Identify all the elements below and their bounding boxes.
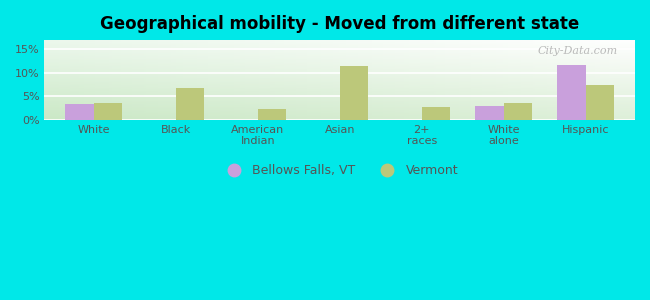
Legend: Bellows Falls, VT, Vermont: Bellows Falls, VT, Vermont: [216, 159, 463, 182]
Bar: [258, 109, 287, 120]
Title: Geographical mobility - Moved from different state: Geographical mobility - Moved from diffe…: [100, 15, 579, 33]
Bar: [340, 66, 369, 120]
Bar: [475, 106, 504, 120]
Bar: [504, 103, 532, 120]
Bar: [176, 88, 204, 120]
Bar: [94, 103, 122, 120]
Bar: [65, 104, 94, 120]
Bar: [422, 106, 450, 120]
Bar: [586, 85, 614, 120]
Bar: [557, 65, 586, 120]
Text: City-Data.com: City-Data.com: [537, 46, 618, 56]
